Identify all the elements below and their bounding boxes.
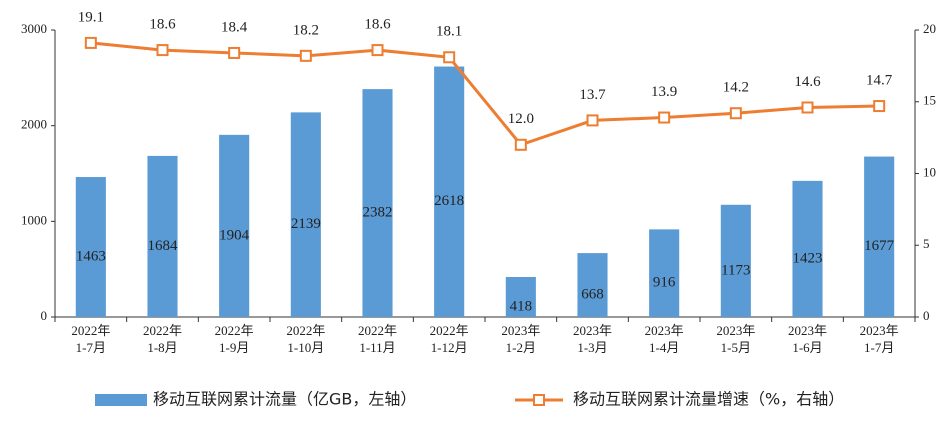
line-marker [156,44,169,57]
line-marker [228,46,241,59]
y2-tick-label: 20 [923,21,936,36]
bar [434,66,465,317]
line-label: 18.6 [149,17,176,33]
x-tick-label: 1-9月 [219,340,249,355]
line-marker [514,138,527,151]
bar-label: 916 [653,275,676,291]
bar [577,253,608,317]
x-tick-label: 1-5月 [721,340,751,355]
x-tick-label: 1-3月 [577,340,607,355]
legend-label: 移动互联网累计流量增速（%，右轴） [573,390,844,409]
x-tick-label: 2022年 [430,323,469,338]
line-label: 13.7 [579,87,606,103]
legend-label: 移动互联网累计流量（亿GB，左轴） [153,390,416,409]
bar-label: 2139 [291,216,321,232]
bar [649,229,680,317]
bar-label: 668 [581,286,604,302]
y2-tick-label: 0 [923,308,930,323]
bar [505,277,536,317]
x-tick-label: 2022年 [286,323,325,338]
y-tick-label: 3000 [21,21,47,36]
line-label: 18.2 [293,22,319,38]
x-tick-label: 2022年 [71,323,110,338]
bar-label: 418 [510,298,533,314]
x-tick-label: 1-4月 [649,340,679,355]
line-marker [84,36,97,49]
x-tick-label: 1-8月 [147,340,177,355]
x-tick-label: 2023年 [716,323,755,338]
line-label: 14.2 [723,80,749,96]
line-marker [658,111,671,124]
bar [290,112,321,317]
line-marker [586,114,599,127]
bar-label: 1684 [148,238,179,254]
x-tick-label: 2023年 [645,323,684,338]
x-tick-label: 1-2月 [506,340,536,355]
y2-tick-label: 5 [923,236,930,251]
x-tick-label: 2022年 [358,323,397,338]
bar-label: 1677 [864,238,895,254]
bar-label: 1173 [721,262,750,278]
x-tick-label: 2023年 [501,323,540,338]
bar [792,180,823,317]
y-tick-label: 2000 [21,117,47,132]
y2-tick-label: 10 [923,164,936,179]
x-tick-label: 2023年 [573,323,612,338]
bar [720,204,751,317]
x-tick-label: 1-10月 [287,340,324,355]
line-label: 19.1 [78,9,104,25]
x-tick-label: 1-7月 [864,340,894,355]
bar-label: 1904 [219,227,250,243]
line-label: 14.6 [794,74,821,90]
line-marker [299,49,312,62]
line-label: 18.4 [221,19,248,35]
x-tick-label: 1-6月 [792,340,822,355]
line-marker [443,51,456,64]
line-label: 12.0 [508,111,534,127]
line-label: 18.6 [364,17,391,33]
y-tick-label: 1000 [21,212,47,227]
bar [864,156,895,317]
x-tick-label: 1-11月 [359,340,395,355]
bar-label: 1423 [793,250,823,266]
line-label: 18.1 [436,24,462,40]
x-tick-label: 1-7月 [76,340,106,355]
x-tick-label: 2023年 [860,323,899,338]
line-marker [801,101,814,114]
y-tick-label: 0 [41,308,48,323]
bar [147,155,178,317]
x-tick-label: 2023年 [788,323,827,338]
legend-marker [533,394,545,406]
line-marker [729,107,742,120]
bar [362,89,393,317]
bar-label: 1463 [76,248,106,264]
bar [75,177,106,317]
bar-label: 2618 [434,193,464,209]
line-label: 14.7 [866,72,893,88]
line-label: 13.9 [651,84,677,100]
line-marker [873,100,886,113]
y2-tick-label: 15 [923,93,936,108]
line-marker [371,44,384,57]
x-tick-label: 2022年 [215,323,254,338]
line [90,41,880,147]
bar-label: 2382 [363,204,393,220]
legend-swatch [95,394,147,406]
bar [219,134,250,317]
x-tick-label: 1-12月 [431,340,468,355]
x-tick-label: 2022年 [143,323,182,338]
